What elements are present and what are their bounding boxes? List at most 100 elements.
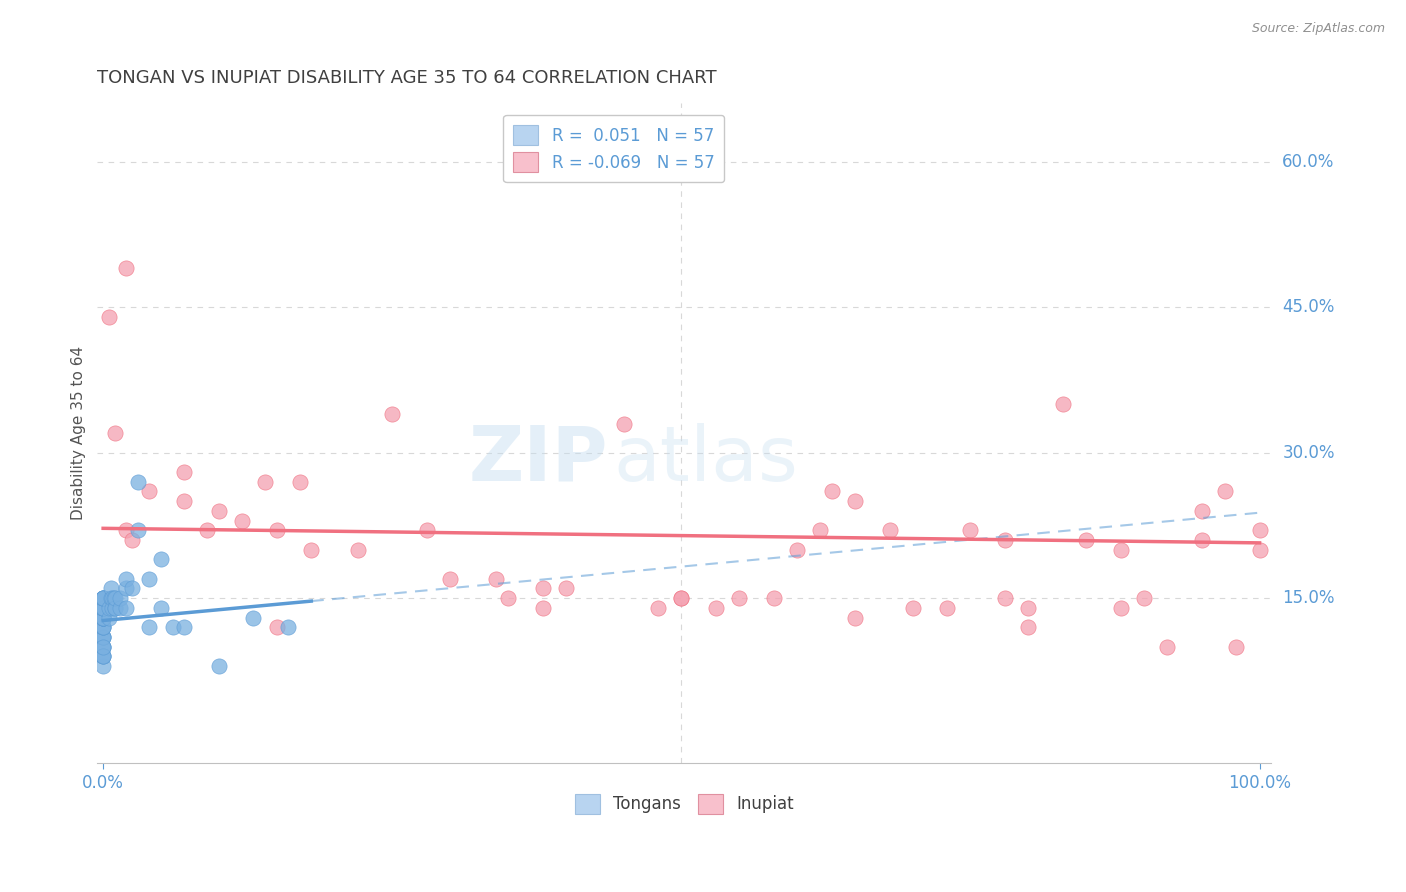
Point bbox=[110, 591, 132, 606]
Point bbox=[1191, 533, 1213, 547]
Point bbox=[91, 610, 114, 624]
Point bbox=[762, 591, 785, 606]
Point bbox=[381, 407, 404, 421]
Point bbox=[149, 552, 172, 566]
Point bbox=[91, 600, 114, 615]
Point bbox=[97, 610, 120, 624]
Point bbox=[1052, 397, 1074, 411]
Point bbox=[208, 659, 231, 673]
Point bbox=[91, 630, 114, 644]
Point bbox=[91, 610, 114, 624]
Point bbox=[138, 572, 160, 586]
Point bbox=[612, 417, 634, 431]
Point bbox=[254, 475, 277, 489]
Point bbox=[1074, 533, 1097, 547]
Point bbox=[1017, 620, 1039, 634]
Point bbox=[531, 600, 554, 615]
Point bbox=[103, 591, 125, 606]
Point bbox=[91, 630, 114, 644]
Point bbox=[91, 600, 114, 615]
Point bbox=[110, 600, 132, 615]
Point bbox=[91, 610, 114, 624]
Point bbox=[231, 514, 253, 528]
Point bbox=[91, 600, 114, 615]
Point bbox=[97, 310, 120, 324]
Point bbox=[91, 610, 114, 624]
Point bbox=[671, 591, 693, 606]
Point bbox=[1225, 640, 1247, 654]
Point bbox=[162, 620, 184, 634]
Point bbox=[115, 572, 138, 586]
Point bbox=[1249, 542, 1271, 557]
Point bbox=[91, 591, 114, 606]
Point bbox=[104, 591, 127, 606]
Text: ZIP: ZIP bbox=[468, 423, 607, 497]
Point bbox=[994, 533, 1017, 547]
Point bbox=[1213, 484, 1236, 499]
Text: 45.0%: 45.0% bbox=[1282, 298, 1334, 316]
Point bbox=[91, 649, 114, 664]
Point bbox=[173, 620, 195, 634]
Point bbox=[821, 484, 844, 499]
Point bbox=[91, 630, 114, 644]
Point bbox=[100, 591, 122, 606]
Point bbox=[195, 523, 218, 537]
Point bbox=[101, 591, 124, 606]
Point bbox=[844, 610, 866, 624]
Point bbox=[994, 591, 1017, 606]
Point bbox=[121, 533, 143, 547]
Point bbox=[104, 600, 127, 615]
Point bbox=[104, 600, 127, 615]
Point bbox=[115, 261, 138, 276]
Point bbox=[101, 600, 124, 615]
Point bbox=[496, 591, 519, 606]
Point bbox=[91, 640, 114, 654]
Point bbox=[91, 600, 114, 615]
Point bbox=[91, 600, 114, 615]
Point bbox=[1017, 600, 1039, 615]
Point bbox=[121, 582, 143, 596]
Point bbox=[91, 659, 114, 673]
Point bbox=[91, 591, 114, 606]
Point bbox=[138, 620, 160, 634]
Point bbox=[1156, 640, 1178, 654]
Point bbox=[91, 591, 114, 606]
Point bbox=[127, 523, 149, 537]
Point bbox=[173, 494, 195, 508]
Point bbox=[91, 649, 114, 664]
Point bbox=[485, 572, 508, 586]
Point bbox=[91, 649, 114, 664]
Point bbox=[879, 523, 901, 537]
Point bbox=[173, 465, 195, 479]
Text: atlas: atlas bbox=[614, 423, 799, 497]
Point bbox=[959, 523, 981, 537]
Point bbox=[299, 542, 322, 557]
Point bbox=[439, 572, 461, 586]
Text: TONGAN VS INUPIAT DISABILITY AGE 35 TO 64 CORRELATION CHART: TONGAN VS INUPIAT DISABILITY AGE 35 TO 6… bbox=[97, 69, 717, 87]
Point bbox=[786, 542, 808, 557]
Point bbox=[1109, 542, 1132, 557]
Point bbox=[91, 600, 114, 615]
Y-axis label: Disability Age 35 to 64: Disability Age 35 to 64 bbox=[72, 346, 86, 520]
Point bbox=[115, 582, 138, 596]
Text: 60.0%: 60.0% bbox=[1282, 153, 1334, 170]
Point bbox=[91, 591, 114, 606]
Point bbox=[531, 582, 554, 596]
Legend: Tongans, Inupiat: Tongans, Inupiat bbox=[568, 787, 800, 821]
Point bbox=[91, 640, 114, 654]
Point bbox=[149, 600, 172, 615]
Point bbox=[91, 620, 114, 634]
Point bbox=[1191, 504, 1213, 518]
Point bbox=[115, 523, 138, 537]
Point bbox=[97, 600, 120, 615]
Point bbox=[1249, 523, 1271, 537]
Point bbox=[277, 620, 299, 634]
Point bbox=[346, 542, 368, 557]
Point bbox=[138, 484, 160, 499]
Point bbox=[704, 600, 727, 615]
Point bbox=[936, 600, 959, 615]
Text: 15.0%: 15.0% bbox=[1282, 590, 1334, 607]
Point bbox=[1109, 600, 1132, 615]
Point bbox=[1133, 591, 1156, 606]
Point bbox=[208, 504, 231, 518]
